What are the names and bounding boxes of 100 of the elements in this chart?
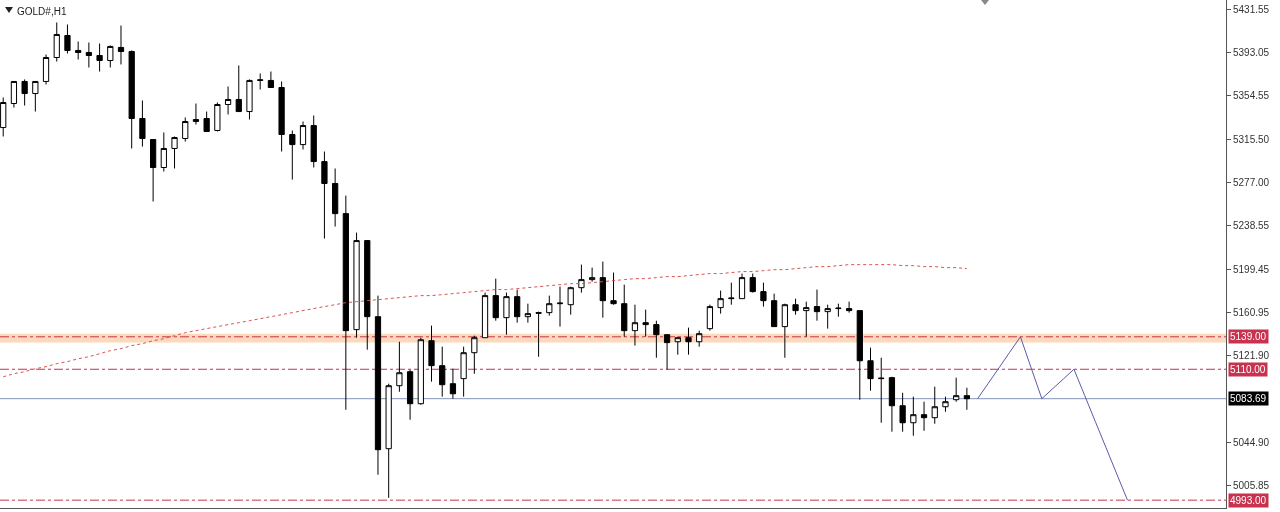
- candlestick: [364, 240, 371, 351]
- candlestick: [321, 151, 328, 240]
- candlestick: [53, 21, 60, 63]
- y-tick-label: 5315.50: [1233, 133, 1270, 145]
- candlestick: [182, 116, 189, 143]
- candlestick: [685, 327, 692, 356]
- candlestick: [663, 334, 671, 371]
- candlestick: [492, 278, 499, 322]
- candlestick: [556, 286, 564, 328]
- candlestick: [899, 392, 906, 433]
- candlestick: [406, 369, 414, 421]
- candlestick: [589, 267, 596, 283]
- candlestick: [503, 292, 510, 336]
- candlestick: [289, 129, 296, 181]
- y-tick-label: 5121.90: [1233, 350, 1270, 362]
- candlestick: [845, 301, 853, 314]
- candlestick: [728, 282, 735, 306]
- candlestick: [85, 42, 92, 68]
- candlestick: [139, 99, 146, 148]
- candlestick: [706, 304, 714, 332]
- candlestick: [21, 78, 28, 107]
- candlestick: [278, 80, 285, 152]
- ref-line-label: 5083.69: [1230, 393, 1267, 404]
- y-tick-label: 5044.90: [1233, 436, 1270, 448]
- candlestick: [235, 64, 242, 113]
- candlestick: [449, 368, 457, 400]
- candlestick: [867, 347, 874, 392]
- candlestick: [599, 261, 606, 319]
- candlestick: [781, 303, 788, 359]
- candlestick: [835, 303, 842, 318]
- candlestick: [535, 311, 542, 358]
- candlestick: [910, 396, 917, 437]
- y-tick-label: 5393.05: [1233, 47, 1270, 59]
- candlestick: [803, 301, 810, 338]
- candlestick: [792, 298, 799, 316]
- candlestick: [514, 289, 521, 324]
- y-tick-label: 5354.55: [1233, 90, 1270, 102]
- candlestick: [771, 293, 778, 328]
- text: GOLD#,H1: [17, 5, 67, 17]
- candlestick: [578, 264, 585, 294]
- candlestick: [171, 136, 178, 170]
- y-tick-label: 5238.55: [1233, 219, 1270, 231]
- candlestick: [524, 303, 531, 324]
- candlestick: [149, 139, 157, 203]
- candlestick: [642, 309, 649, 338]
- candlestick: [481, 292, 489, 339]
- candlestick: [310, 114, 317, 169]
- candlestick: [653, 320, 660, 359]
- candlestick: [428, 325, 435, 383]
- candlestick: [717, 290, 724, 315]
- candlestick: [257, 73, 264, 91]
- y-tick-label: 5160.95: [1233, 306, 1270, 318]
- line-series: [977, 336, 1128, 501]
- candlestick: [760, 282, 767, 308]
- candlestick: [396, 341, 403, 393]
- candlestick: [342, 195, 349, 411]
- y-tick-label: 5005.85: [1233, 480, 1270, 492]
- ref-line-label: 5139.00: [1230, 331, 1267, 342]
- candlestick: [878, 357, 885, 424]
- candlestick: [749, 273, 756, 294]
- candlestick: [460, 346, 467, 398]
- candlestick: [385, 383, 392, 499]
- y-tick-label: 5199.45: [1233, 263, 1270, 275]
- candlestick: [267, 71, 275, 88]
- candlestick: [920, 401, 928, 432]
- candlestick: [10, 80, 18, 109]
- candlestick: [931, 386, 938, 425]
- candlestick: [942, 396, 949, 413]
- candlestick: [674, 336, 681, 356]
- candlestick: [75, 41, 82, 61]
- candlestick: [610, 272, 617, 306]
- candlestick: [42, 53, 50, 85]
- candlestick: [192, 103, 200, 126]
- candlestick: [128, 49, 135, 149]
- candlestick: [953, 377, 960, 403]
- candlestick: [471, 335, 478, 375]
- candlestick: [353, 232, 360, 339]
- candlestick: [374, 295, 382, 476]
- candlestick: [246, 78, 253, 120]
- candlestick: [888, 376, 896, 433]
- ref-line-label: 5110.00: [1230, 364, 1266, 375]
- candlestick: [856, 310, 863, 401]
- candlestick: [631, 304, 639, 347]
- ref-line-label: 4993.00: [1230, 495, 1267, 506]
- candlestick: [32, 80, 39, 113]
- candlestick: [824, 304, 831, 330]
- y-tick-label: 5277.00: [1233, 176, 1270, 188]
- candlestick: [696, 330, 703, 348]
- candlestick: [64, 24, 71, 54]
- candlestick: [160, 131, 167, 173]
- candlestick: [299, 121, 307, 150]
- candlestick: [107, 44, 114, 68]
- candlestick: [117, 25, 125, 65]
- candlestick: [567, 286, 574, 316]
- y-tick-label: 5431.55: [1233, 3, 1270, 15]
- candlestick: [439, 346, 446, 398]
- candlestick: [224, 85, 232, 115]
- candlestick: [417, 337, 424, 406]
- line-series: [2, 264, 968, 378]
- candlestick: [813, 289, 821, 322]
